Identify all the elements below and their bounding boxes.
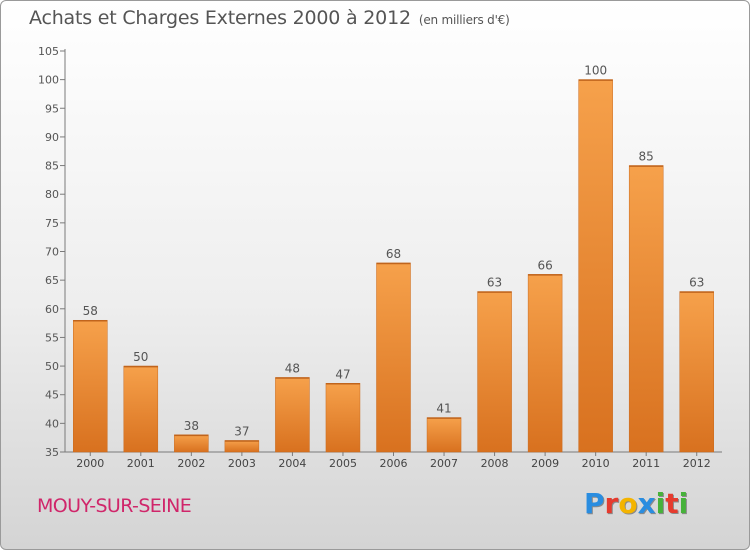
data-label: 63 <box>487 276 502 290</box>
y-tick-label: 50 <box>45 360 59 373</box>
x-tick-label: 2002 <box>177 457 205 470</box>
x-tick-label: 2003 <box>228 457 256 470</box>
y-tick-label: 95 <box>45 102 59 115</box>
y-tick-label: 80 <box>45 188 59 201</box>
data-label: 85 <box>639 150 654 164</box>
bar <box>376 262 411 453</box>
x-tick-label: 2007 <box>430 457 458 470</box>
chart-title: Achats et Charges Externes 2000 à 2012 (e… <box>29 7 510 29</box>
logo-letter: r <box>604 487 619 520</box>
x-tick-label: 2006 <box>380 457 408 470</box>
chart-subtitle: (en milliers d'€) <box>418 13 510 27</box>
bar <box>224 440 260 453</box>
proxiti-logo: Proxiti <box>584 487 688 520</box>
y-tick-label: 105 <box>38 45 59 58</box>
y-tick-label: 45 <box>45 389 59 402</box>
data-label: 63 <box>689 276 704 290</box>
y-tick-label: 35 <box>45 446 59 459</box>
x-tick-label: 2001 <box>127 457 155 470</box>
x-tick-label: 2008 <box>481 457 509 470</box>
bar <box>275 377 310 453</box>
y-tick-label: 100 <box>38 74 59 87</box>
data-label: 50 <box>133 350 148 364</box>
bar <box>325 383 361 453</box>
data-label: 48 <box>285 362 300 376</box>
x-tick-label: 2005 <box>329 457 357 470</box>
y-tick-label: 90 <box>45 131 59 144</box>
chart-bars <box>73 79 714 453</box>
x-tick-label: 2012 <box>683 457 711 470</box>
bar <box>679 291 714 453</box>
data-label: 47 <box>335 367 350 381</box>
data-label: 100 <box>584 64 607 78</box>
data-label: 58 <box>83 304 98 318</box>
y-tick-label: 65 <box>45 274 59 287</box>
y-tick-label: 40 <box>45 417 59 430</box>
data-label: 41 <box>436 402 451 416</box>
bar <box>73 319 108 453</box>
data-label: 68 <box>386 247 401 261</box>
commune-name: MOUY-SUR-SEINE <box>37 495 192 517</box>
data-label: 66 <box>537 258 552 272</box>
y-tick-label: 75 <box>45 217 59 230</box>
bar <box>123 365 159 453</box>
bar <box>174 434 209 453</box>
y-tick-label: 55 <box>45 331 59 344</box>
data-label: 38 <box>184 419 199 433</box>
bar <box>527 274 563 453</box>
x-tick-label: 2000 <box>76 457 104 470</box>
y-tick-label: 85 <box>45 160 59 173</box>
x-tick-label: 2004 <box>278 457 306 470</box>
logo-letter: t <box>665 487 679 520</box>
logo-letter: P <box>584 487 605 520</box>
data-label: 37 <box>234 425 249 439</box>
logo-letter: i <box>678 487 689 520</box>
chart-labels: 58 2000 50 2001 38 2002 37 2003 48 2004 47 2005 68 20… <box>76 64 710 470</box>
bar <box>426 417 462 453</box>
bar <box>578 79 613 453</box>
chart-title-text: Achats et Charges Externes 2000 à 2012 <box>29 7 411 29</box>
y-tick-label: 70 <box>45 246 59 259</box>
bar <box>477 291 512 453</box>
x-tick-label: 2009 <box>531 457 559 470</box>
logo-letter: o <box>618 487 638 520</box>
logo-letter: x <box>637 487 656 520</box>
bar <box>628 165 664 453</box>
y-tick-label: 60 <box>45 303 59 316</box>
x-tick-label: 2010 <box>582 457 610 470</box>
logo-letter: i <box>655 487 666 520</box>
x-tick-label: 2011 <box>632 457 660 470</box>
